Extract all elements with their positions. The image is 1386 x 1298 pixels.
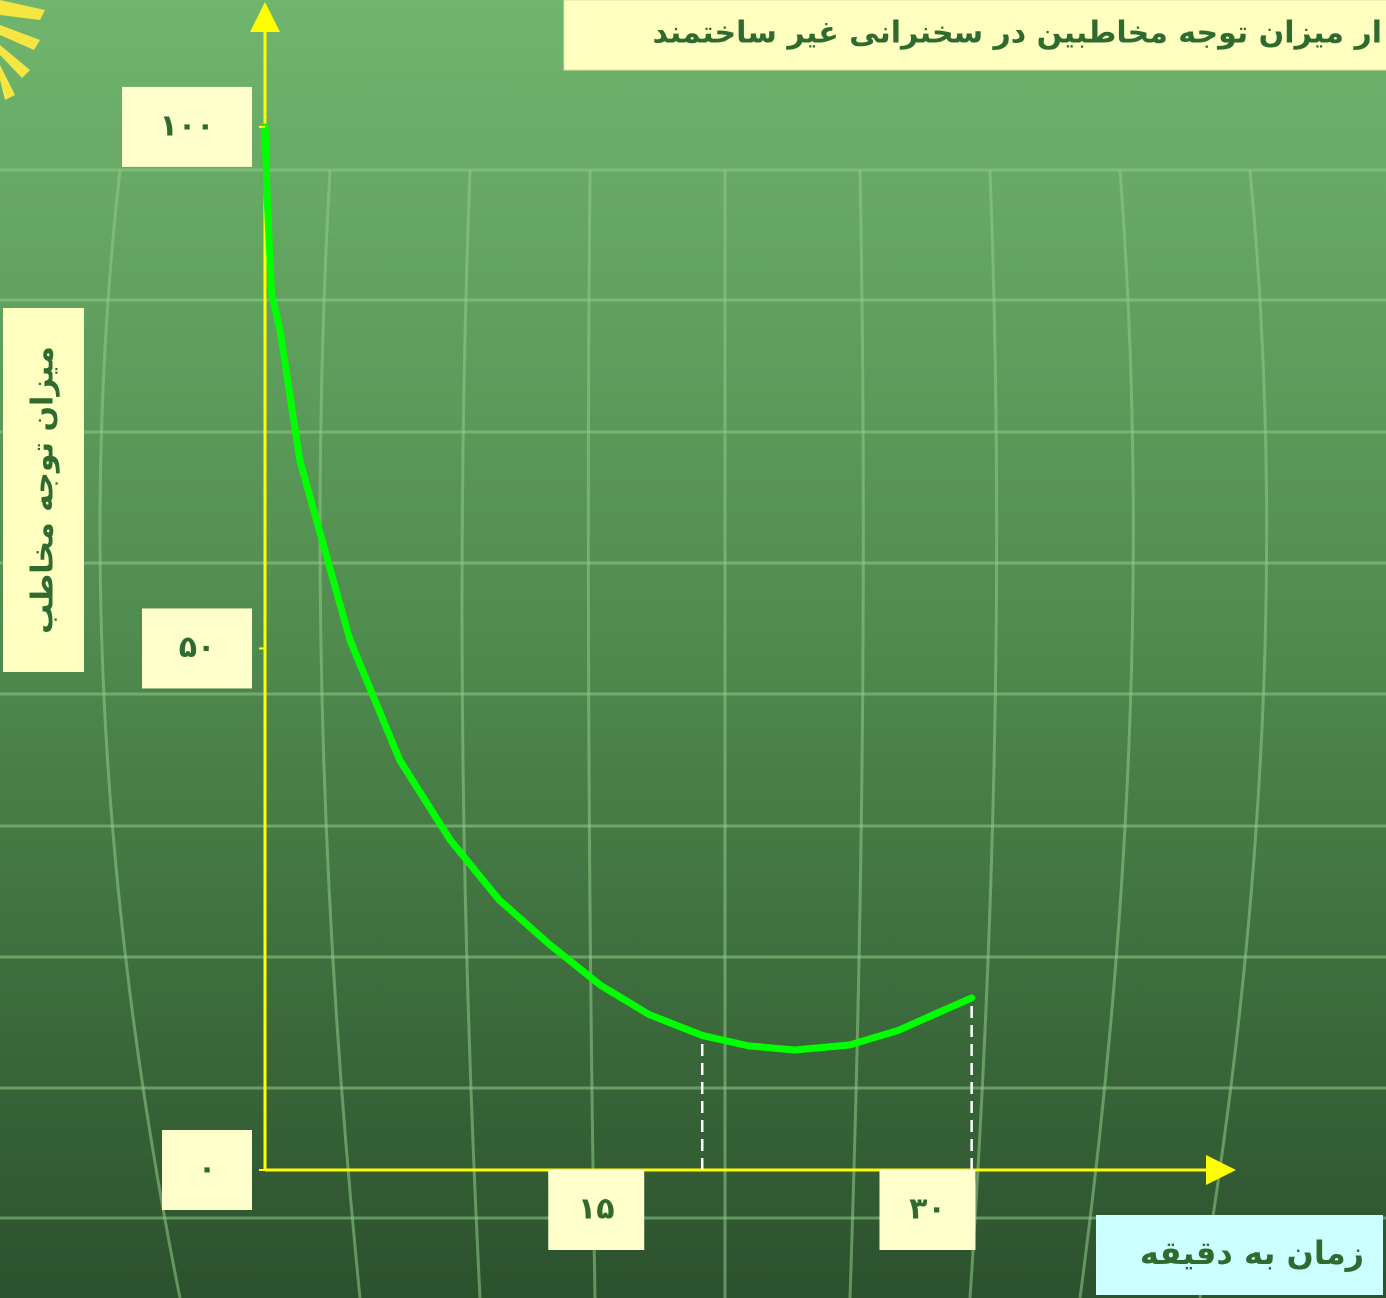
- x-tick-label: ۳۰: [909, 1192, 946, 1227]
- x-axis-label: زمان به دقیقه: [1140, 1234, 1364, 1272]
- y-axis-label: میزان توجه مخاطب: [26, 346, 61, 634]
- y-tick-label: ۱۰۰: [160, 108, 215, 143]
- chart-title: ار میزان توجه مخاطبین در سخنرانی غیر ساخ…: [653, 16, 1382, 51]
- title-box: [563, 0, 1386, 71]
- y-label-box: [3, 308, 84, 672]
- x-tick-box: [548, 1170, 645, 1250]
- y-tick-label: ۵۰: [179, 630, 216, 665]
- x-label-box: [1096, 1215, 1383, 1295]
- data-line: [261, 123, 976, 1054]
- background-grid: [0, 168, 1386, 1298]
- y-tick-box: [142, 608, 252, 689]
- y-tick-label: ۰: [198, 1152, 216, 1187]
- y-tick-box: [162, 1130, 252, 1210]
- y-tick-box: [122, 86, 252, 167]
- sun-decoration: [0, 0, 45, 100]
- x-tick-label: ۱۵: [578, 1192, 615, 1227]
- x-tick-box: [879, 1170, 976, 1250]
